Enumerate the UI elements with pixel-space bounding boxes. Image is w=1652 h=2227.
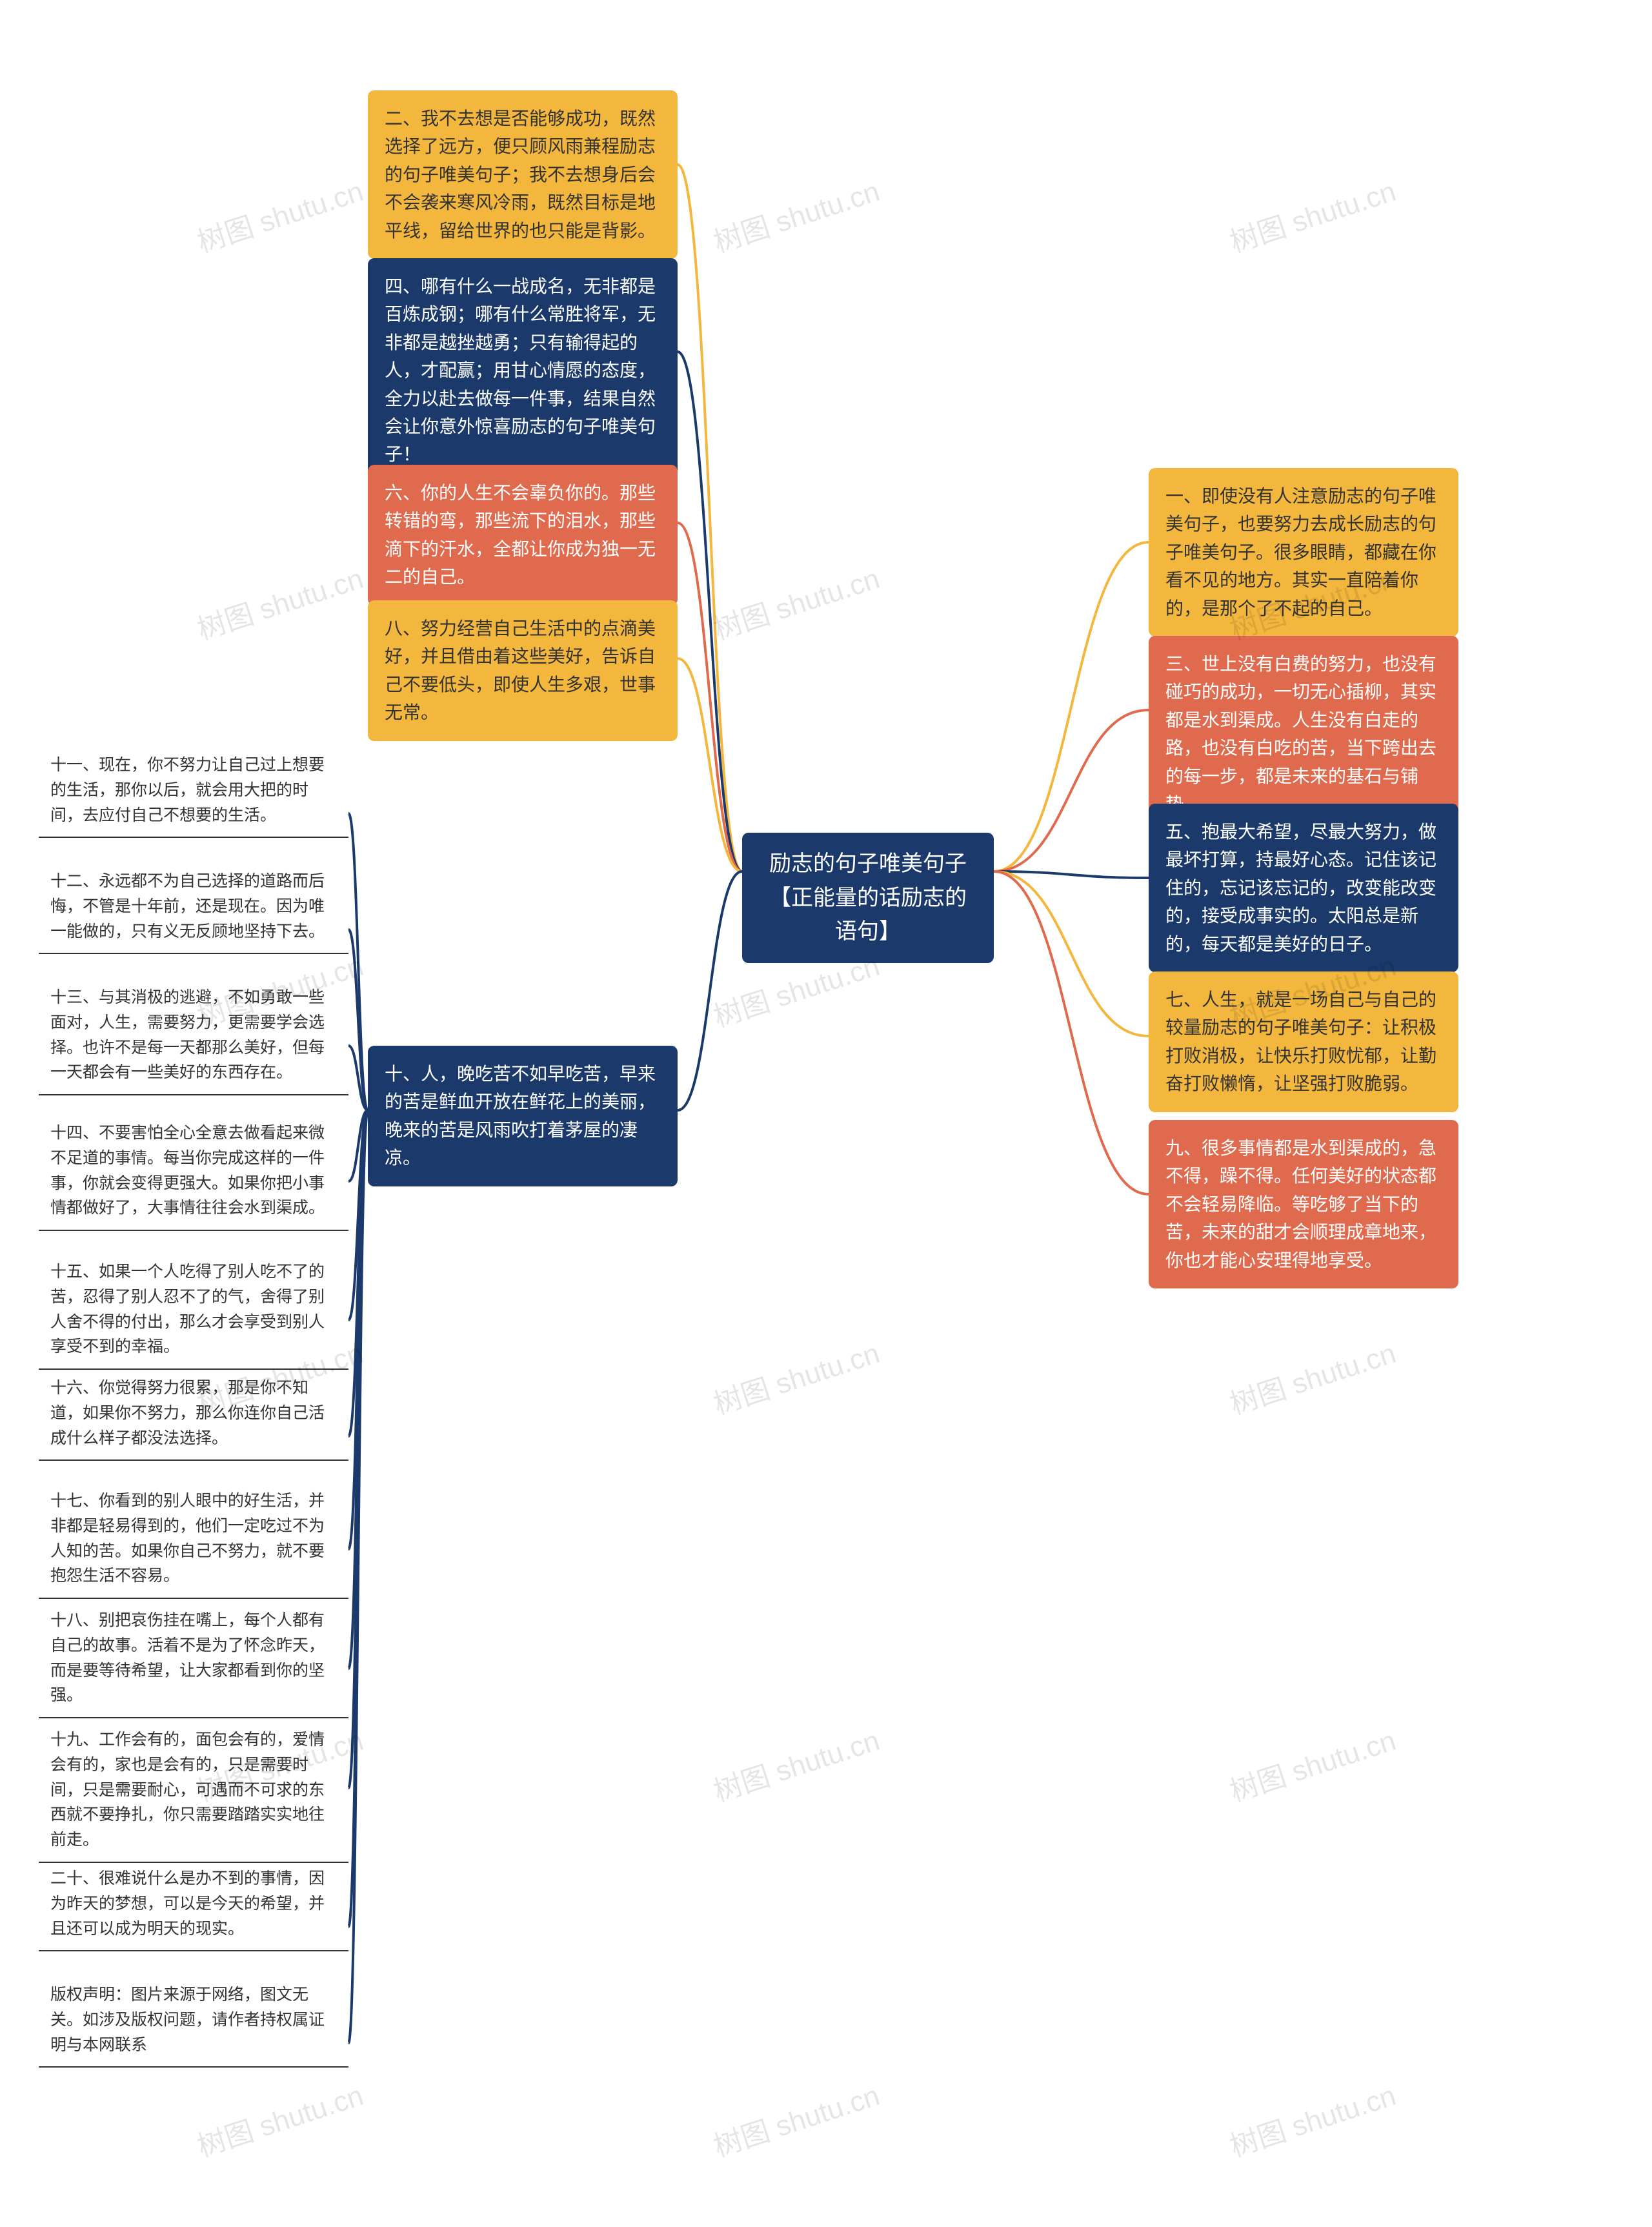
branch-node-5: 五、抱最大希望，尽最大努力，做最坏打算，持最好心态。记住该记住的，忘记该忘记的，… [1149, 804, 1458, 972]
leaf-node-17: 十七、你看到的别人眼中的好生活，并非都是轻易得到的，他们一定吃过不为人知的苦。如… [39, 1478, 348, 1599]
leaf-node-15: 十五、如果一个人吃得了别人吃不了的苦，忍得了别人忍不了的气，舍得了别人舍不得的付… [39, 1249, 348, 1370]
watermark-text: 树图 shutu.cn [708, 555, 884, 647]
branch-node-10: 十、人，晚吃苦不如早吃苦，早来的苦是鲜血开放在鲜花上的美丽，晚来的苦是风雨吹打着… [368, 1046, 678, 1186]
leaf-node-14: 十四、不要害怕全心全意去做看起来微不足道的事情。每当你完成这样的一件事，你就会变… [39, 1110, 348, 1231]
watermark-text: 树图 shutu.cn [192, 555, 368, 647]
watermark-text: 树图 shutu.cn [192, 168, 368, 260]
branch-node-2: 二、我不去想是否能够成功，既然选择了远方，便只顾风雨兼程励志的句子唯美句子；我不… [368, 90, 678, 259]
branch-node-6: 六、你的人生不会辜负你的。那些转错的弯，那些流下的泪水，那些滴下的汗水，全都让你… [368, 465, 678, 605]
watermark-text: 树图 shutu.cn [708, 168, 884, 260]
branch-node-4: 四、哪有什么一战成名，无非都是百炼成钢；哪有什么常胜将军，无非都是越挫越勇；只有… [368, 258, 678, 483]
leaf-node-19: 十九、工作会有的，面包会有的，爱情会有的，家也是会有的，只是需要时间，只是需要耐… [39, 1717, 348, 1863]
leaf-node-16: 十六、你觉得努力很累，那是你不知道，如果你不努力，那么你连你自己活成什么样子都没… [39, 1365, 348, 1461]
watermark-text: 树图 shutu.cn [1224, 2072, 1400, 2164]
leaf-node-20: 二十、很难说什么是办不到的事情，因为昨天的梦想，可以是今天的希望，并且还可以成为… [39, 1856, 348, 1951]
leaf-node-13: 十三、与其消极的逃避，不如勇敢一些面对，人生，需要努力，更需要学会选择。也许不是… [39, 975, 348, 1095]
center-node: 励志的句子唯美句子【正能量的话励志的语句】 [742, 833, 994, 963]
branch-node-3: 三、世上没有白费的努力，也没有碰巧的成功，一切无心插柳，其实都是水到渠成。人生没… [1149, 636, 1458, 832]
watermark-text: 树图 shutu.cn [192, 2072, 368, 2164]
branch-node-8: 八、努力经营自己生活中的点滴美好，并且借由着这些美好，告诉自己不要低头，即使人生… [368, 600, 678, 741]
leaf-node-11: 十一、现在，你不努力让自己过上想要的生活，那你以后，就会用大把的时间，去应付自己… [39, 742, 348, 838]
leaf-node-copyright: 版权声明：图片来源于网络，图文无关。如涉及版权问题，请作者持权属证明与本网联系 [39, 1972, 348, 2068]
watermark-text: 树图 shutu.cn [1224, 1717, 1400, 1809]
leaf-node-12: 十二、永远都不为自己选择的道路而后悔，不管是十年前，还是现在。因为唯一能做的，只… [39, 859, 348, 954]
watermark-text: 树图 shutu.cn [708, 1330, 884, 1422]
watermark-text: 树图 shutu.cn [1224, 1330, 1400, 1422]
watermark-text: 树图 shutu.cn [708, 2072, 884, 2164]
branch-node-7: 七、人生，就是一场自己与自己的较量励志的句子唯美句子：让积极打败消极，让快乐打败… [1149, 971, 1458, 1112]
mindmap-canvas: 励志的句子唯美句子【正能量的话励志的语句】 一、即使没有人注意励志的句子唯美句子… [0, 0, 1652, 2227]
branch-node-9: 九、很多事情都是水到渠成的，急不得，躁不得。任何美好的状态都不会轻易降临。等吃够… [1149, 1120, 1458, 1288]
leaf-node-18: 十八、别把哀伤挂在嘴上，每个人都有自己的故事。活着不是为了怀念昨天，而是要等待希… [39, 1598, 348, 1718]
watermark-text: 树图 shutu.cn [708, 1717, 884, 1809]
branch-node-1: 一、即使没有人注意励志的句子唯美句子，也要努力去成长励志的句子唯美句子。很多眼睛… [1149, 468, 1458, 636]
watermark-text: 树图 shutu.cn [1224, 168, 1400, 260]
